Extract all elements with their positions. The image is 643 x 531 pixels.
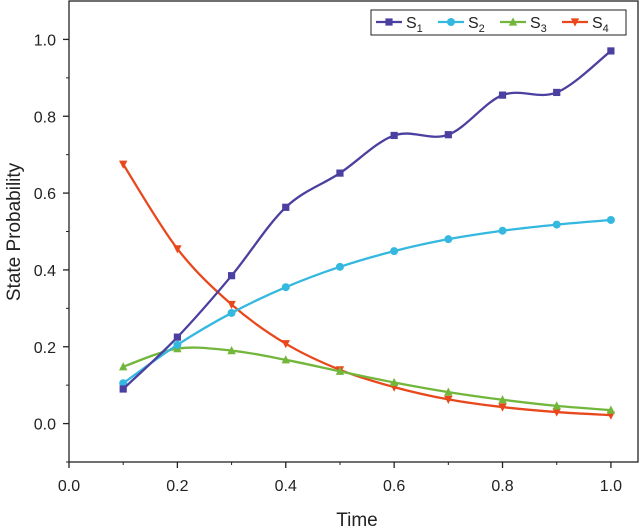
series-s1 [119, 47, 615, 393]
data-point-s4 [552, 408, 561, 417]
series-layer [118, 47, 616, 420]
y-tick-label: 0.8 [34, 109, 56, 126]
x-tick-label: 0.6 [383, 478, 405, 495]
series-line-s1 [122, 50, 612, 390]
legend-label: S1 [406, 15, 423, 35]
data-point-s3 [552, 401, 561, 410]
data-point-s4 [281, 340, 290, 349]
data-point-s3 [389, 377, 399, 387]
data-point-s2 [335, 262, 344, 271]
data-point-s3 [281, 355, 290, 364]
data-point-s4 [227, 300, 236, 310]
data-point-s2 [606, 215, 615, 224]
legend-label: S3 [530, 15, 547, 35]
legend-label-base: S [530, 15, 541, 32]
y-tick-label: 0.0 [34, 417, 56, 434]
x-tick-label: 0.4 [275, 478, 297, 495]
data-point-s1 [390, 131, 398, 140]
legend-item-s2: S2 [438, 15, 485, 35]
data-point-s4 [173, 245, 182, 254]
y-tick-label: 0.6 [34, 186, 56, 203]
series-line-s2 [122, 218, 611, 385]
data-point-s3 [444, 387, 453, 396]
data-point-s3 [118, 362, 128, 371]
legend-item-s1: S1 [376, 15, 423, 35]
series-s2 [119, 215, 615, 388]
x-tick-label: 0.8 [491, 478, 513, 495]
x-tick-label: 1.0 [600, 478, 622, 495]
legend-label-subscript: 3 [541, 23, 547, 35]
data-point-s1 [173, 333, 181, 341]
data-point-s2 [552, 220, 561, 229]
legend-marker [508, 17, 518, 26]
data-point-s4 [444, 395, 453, 404]
legend-marker [570, 18, 580, 27]
y-tick-label: 0.4 [34, 263, 56, 280]
legend-label-subscript: 1 [417, 23, 423, 35]
series-line-s3 [122, 346, 611, 412]
legend: S1 S2 S3 S4 [370, 9, 627, 36]
data-point-s3 [606, 405, 616, 414]
legend-marker [385, 18, 393, 26]
series-s3 [118, 344, 616, 414]
legend-label-subscript: 4 [603, 23, 609, 35]
x-tick-label: 0.2 [166, 478, 188, 495]
y-axis-title: State Probability [4, 162, 25, 301]
plot-frame [68, 0, 639, 463]
data-point-s1 [282, 203, 290, 211]
data-point-s1 [227, 272, 236, 280]
data-point-s2 [390, 247, 399, 256]
y-tick-label: 1.0 [34, 32, 56, 49]
x-tick-label: 0.0 [58, 478, 80, 495]
data-point-s1 [444, 131, 452, 139]
data-point-s1 [336, 169, 344, 177]
data-point-s4 [118, 160, 128, 169]
data-point-s2 [444, 235, 453, 244]
y-tick-label: 0.2 [34, 340, 56, 357]
legend-label-base: S [468, 15, 479, 32]
data-point-s3 [498, 395, 507, 404]
data-point-s4 [498, 403, 507, 412]
data-point-s2 [119, 379, 128, 388]
data-point-s2 [227, 308, 236, 317]
data-point-s3 [227, 345, 236, 355]
x-axis-title: Time [336, 510, 378, 531]
legend-label: S2 [468, 15, 485, 35]
data-point-s1 [553, 88, 561, 97]
legend-marker [447, 18, 455, 26]
legend-item-s3: S3 [500, 15, 547, 35]
legend-item-s4: S4 [562, 15, 609, 35]
data-point-s2 [281, 283, 290, 292]
legend-label: S4 [592, 15, 609, 35]
data-point-s2 [173, 340, 182, 349]
series-s4 [118, 160, 616, 420]
legend-label-base: S [592, 15, 603, 32]
legend-label-base: S [406, 15, 417, 32]
data-point-s3 [335, 366, 345, 375]
data-point-s1 [498, 91, 507, 99]
legend-label-subscript: 2 [479, 23, 485, 35]
axis-ticks: 0.0 0.2 0.4 0.6 0.8 1.0 0.0 0.2 0.4 0.6 0.8 1.0 [34, 32, 622, 495]
data-point-s2 [498, 226, 507, 235]
data-point-s1 [119, 385, 127, 393]
data-point-s1 [607, 47, 615, 55]
